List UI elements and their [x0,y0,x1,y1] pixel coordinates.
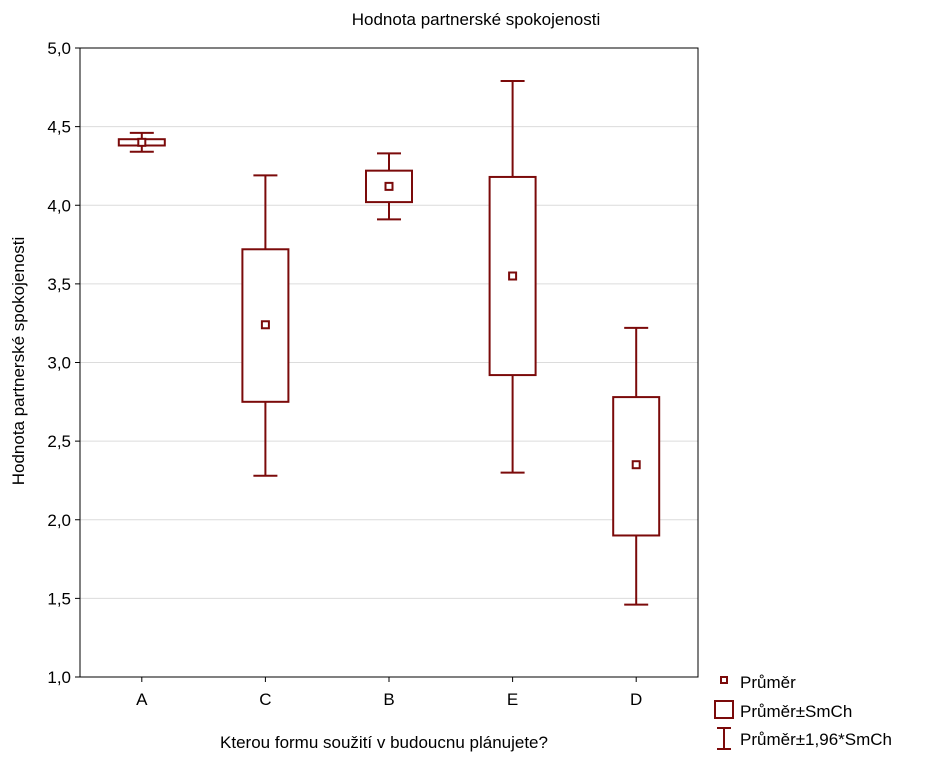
legend-item-box: Průměr±SmCh [714,700,852,721]
y-tick-label: 4,5 [47,118,71,137]
mean-marker [260,320,270,330]
x-tick-label: A [136,690,148,709]
y-tick-label: 3,0 [47,354,71,373]
box-group-d [612,326,661,606]
box-rect [488,175,537,377]
x-tick-label: C [259,690,271,709]
plot-area-frame [79,47,699,678]
legend-label: Průměr±SmCh [740,702,852,721]
y-axis-label: Hodnota partnerské spokojenosti [9,237,28,486]
chart-title: Hodnota partnerské spokojenosti [352,10,601,29]
mean-marker [384,181,394,191]
y-tick-label: 1,0 [47,668,71,687]
legend-item-whisker: Průměr±1,96*SmCh [717,727,892,750]
legend-item-point: Průměr [720,673,796,692]
legend-point-symbol [720,676,728,684]
x-tick-label: E [507,690,518,709]
mean-marker [508,271,518,281]
y-axis-ticks: 1,0 1,5 2,0 2,5 3,0 3,5 4,0 4,5 5,0 [47,39,80,687]
legend-label: Průměr±1,96*SmCh [740,730,892,749]
box-group-b [365,152,413,221]
mean-marker [631,460,641,470]
mean-marker [137,137,147,147]
x-tick-label: B [383,690,394,709]
y-tick-label: 4,0 [47,196,71,215]
legend-box-symbol [714,700,734,719]
y-tick-label: 5,0 [47,39,71,58]
y-tick-label: 3,5 [47,275,71,294]
y-tick-label: 2,5 [47,432,71,451]
box-group-e [488,80,537,474]
box-group-a [117,131,166,153]
legend-label: Průměr [740,673,796,692]
y-tick-label: 2,0 [47,511,71,530]
y-tick-label: 1,5 [47,589,71,608]
legend: Průměr Průměr±SmCh Průměr±1,96*SmCh [714,673,892,750]
x-tick-label: D [630,690,642,709]
box-group-c [241,174,290,477]
box-series [117,80,661,606]
x-axis-label: Kterou formu soužití v budoucnu plánujet… [220,733,548,752]
